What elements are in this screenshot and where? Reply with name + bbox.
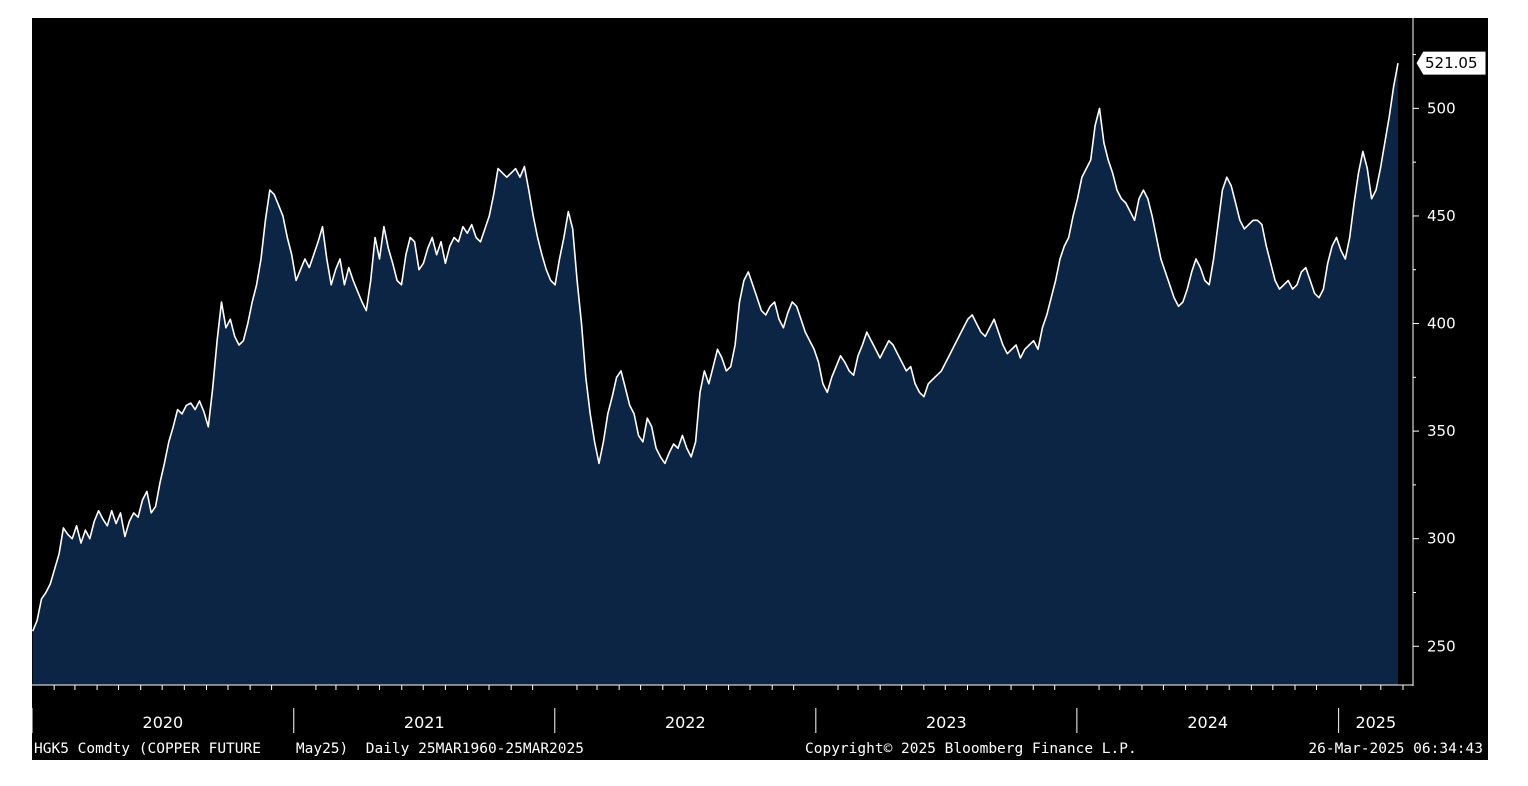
y-tick-label: 400 (1427, 315, 1456, 333)
last-value-label: 521.05 (1425, 54, 1478, 72)
price-line (31, 62, 1399, 632)
x-year-label: 2024 (1187, 713, 1228, 732)
x-year-label: 2022 (665, 713, 706, 732)
y-tick-label: 350 (1427, 422, 1456, 440)
footer-timestamp: 26-Mar-2025 06:34:43 (1308, 741, 1483, 757)
x-year-label: 2020 (143, 713, 184, 732)
y-tick-label: 250 (1427, 637, 1456, 655)
y-tick-label: 300 (1427, 530, 1456, 548)
y-tick-label: 450 (1427, 207, 1456, 225)
x-year-label: 2021 (404, 713, 445, 732)
x-axis-year-labels: 2020 2021 2022 2023 2024 2025 (143, 713, 1397, 732)
footer-copyright: Copyright© 2025 Bloomberg Finance L.P. (805, 741, 1137, 757)
last-value-tag (1415, 50, 1487, 76)
price-area-fill (32, 63, 1399, 686)
x-axis-ticks (31, 685, 1404, 733)
y-axis-ticks: 250 300 350 400 450 500 (1413, 54, 1456, 655)
x-year-label: 2025 (1355, 713, 1396, 732)
x-year-label: 2023 (926, 713, 967, 732)
y-tick-label: 500 (1427, 99, 1456, 117)
last-value-marker: 521.05 (1415, 50, 1487, 76)
footer-security: HGK5 Comdty (COPPER FUTURE May25) Daily … (34, 741, 584, 757)
